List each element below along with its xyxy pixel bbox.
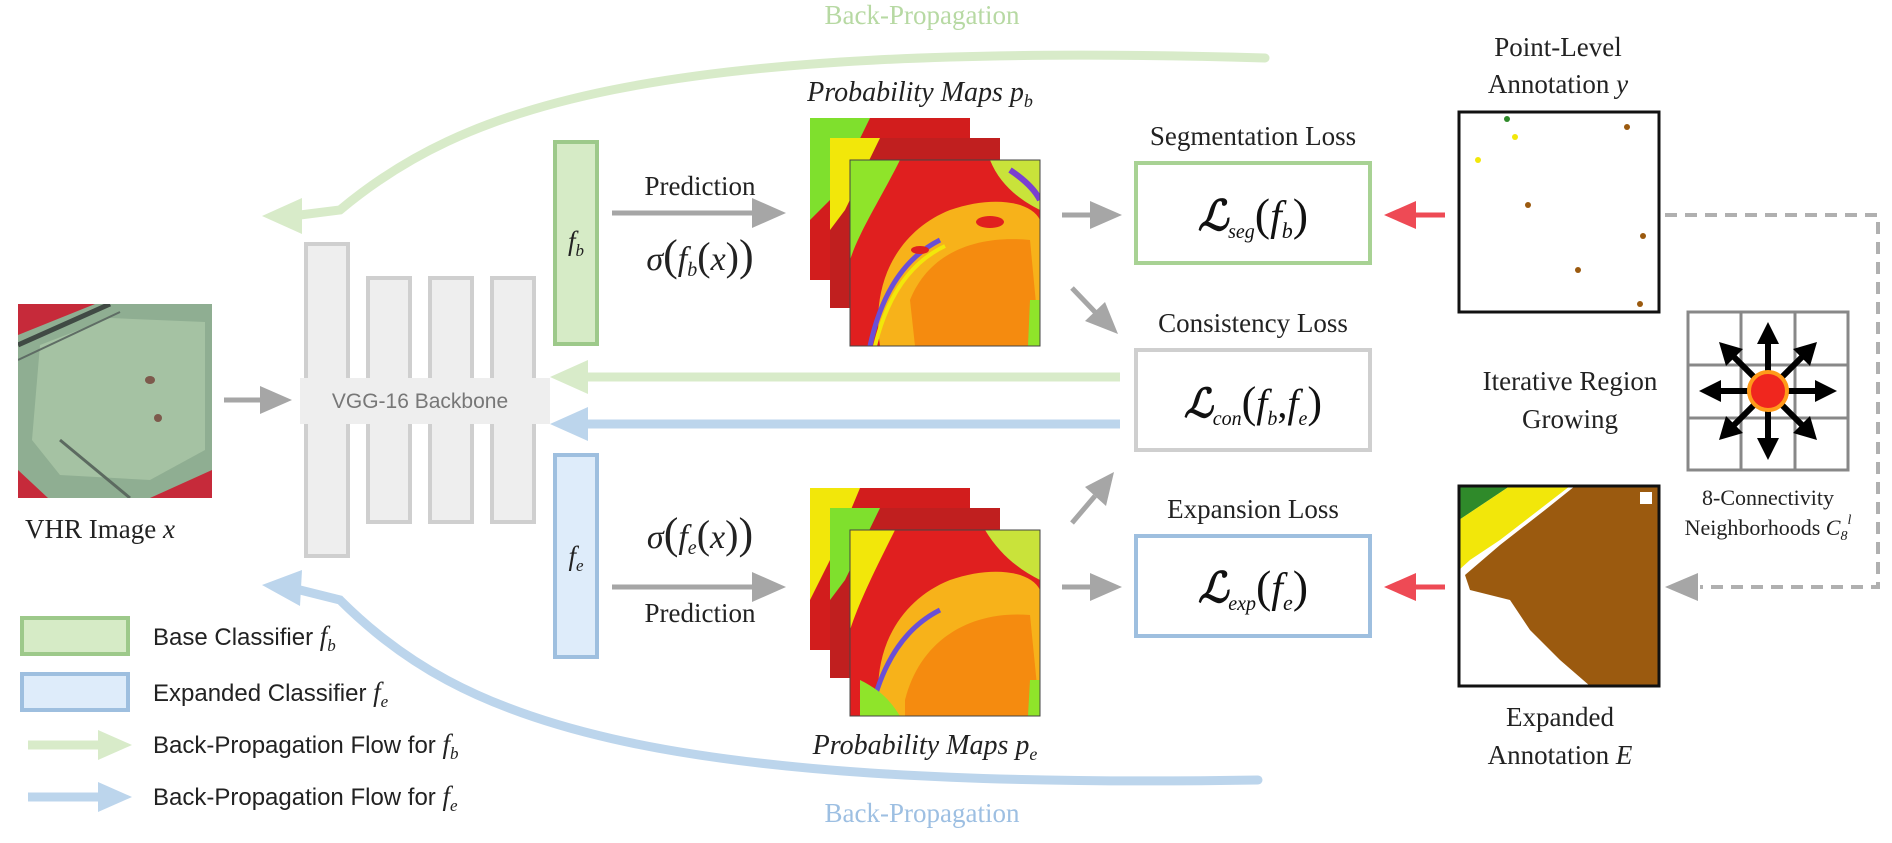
- map-to-con-arrow-top: [1070, 286, 1118, 334]
- expanded-classifier-block: fe: [553, 453, 599, 659]
- probability-maps-top: [810, 118, 1041, 347]
- legend-base-swatch: [20, 616, 130, 656]
- legend-backprop-b-text: Back-Propagation Flow for fb: [153, 729, 458, 763]
- legend-expanded-swatch: [20, 672, 130, 712]
- legend-green-arrow: [28, 730, 132, 760]
- annotation-to-exp-arrow: [1384, 573, 1445, 601]
- probability-maps-bottom-label: Probability Maps pe: [812, 730, 1038, 764]
- prediction-top-label: Prediction: [645, 171, 756, 201]
- prediction-bottom-label: Prediction: [645, 598, 756, 628]
- prediction-top-arrow: [612, 198, 786, 228]
- seg-loss-title: Segmentation Loss: [1150, 121, 1356, 151]
- annotation-to-seg-arrow: [1384, 201, 1445, 229]
- legend-blue-arrow: [28, 782, 132, 812]
- neighborhood-label-2: Neighborhoods C8l: [1685, 513, 1852, 544]
- probability-maps-top-label: Probability Maps pb: [806, 77, 1033, 111]
- legend-backprop-e-text: Back-Propagation Flow for fe: [153, 781, 458, 815]
- point-annotation-map: [1457, 110, 1661, 314]
- connectivity-grid-icon: [1686, 310, 1850, 472]
- legend: Base Classifier fb Expanded Classifier f…: [20, 616, 458, 815]
- region-growing-dashed-path: [1665, 213, 1880, 601]
- bottom-backprop-arrow: [262, 570, 1263, 786]
- consistency-backprop-blue-arrow: [550, 407, 1120, 441]
- con-loss-box: ℒcon(fb,fe): [1134, 348, 1372, 452]
- exp-loss-title: Expansion Loss: [1167, 494, 1339, 524]
- map-to-con-arrow-bottom: [1070, 472, 1114, 525]
- point-annotation-label-2: Annotation y: [1488, 69, 1628, 99]
- expanded-annotation-map: [1459, 486, 1659, 686]
- expanded-annotation-label-2: Annotation E: [1488, 740, 1633, 770]
- input-arrow: [224, 386, 292, 414]
- seg-loss-box: ℒseg(fb): [1134, 161, 1372, 265]
- svg-text:fe: fe: [568, 541, 584, 575]
- top-backprop-arrow: [262, 50, 1270, 234]
- vgg-backbone: [300, 242, 550, 558]
- vhr-image-label: VHR Image x: [25, 514, 175, 544]
- vgg-backbone-label: VGG-16 Backbone: [332, 390, 508, 413]
- bottom-backprop-label: Back-Propagation: [825, 798, 1020, 828]
- svg-text:ℒexp(fe): ℒexp(fe): [1198, 561, 1308, 615]
- prediction-bottom-formula: σ(fe(x)): [647, 509, 753, 559]
- svg-text:ℒseg(fb): ℒseg(fb): [1198, 189, 1308, 243]
- prediction-bottom-arrow: [612, 572, 786, 602]
- top-backprop-label: Back-Propagation: [825, 0, 1020, 30]
- map-to-exp-arrow: [1062, 573, 1122, 601]
- region-growing-label-1: Iterative Region: [1483, 366, 1658, 396]
- expanded-annotation-frame: [1457, 484, 1661, 688]
- con-loss-title: Consistency Loss: [1158, 308, 1348, 338]
- region-growing-label-2: Growing: [1522, 404, 1618, 434]
- prediction-top-formula: σ(fb(x)): [646, 231, 753, 281]
- svg-text:fb: fb: [568, 226, 584, 260]
- point-annotation-label-1: Point-Level: [1494, 32, 1621, 62]
- exp-loss-box: ℒexp(fe): [1134, 534, 1372, 638]
- legend-expanded-text: Expanded Classifier fe: [153, 677, 389, 711]
- base-classifier-block: fb: [553, 140, 599, 346]
- neighborhood-label-1: 8-Connectivity: [1702, 485, 1834, 510]
- legend-base-text: Base Classifier fb: [153, 621, 336, 655]
- expanded-annotation-label-1: Expanded: [1506, 702, 1614, 732]
- consistency-backprop-green-arrow: [550, 360, 1120, 394]
- map-to-seg-arrow: [1062, 201, 1122, 229]
- vhr-image: [18, 304, 212, 498]
- probability-maps-bottom: [810, 488, 1041, 717]
